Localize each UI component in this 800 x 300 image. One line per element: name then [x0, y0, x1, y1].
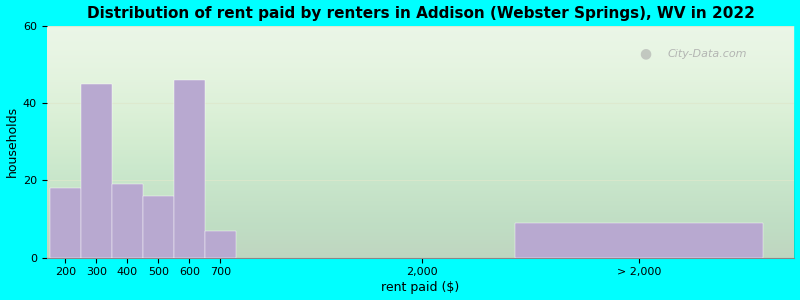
Text: ●: ● [639, 47, 651, 61]
Bar [174, 80, 205, 258]
Bar [50, 188, 81, 258]
X-axis label: rent paid ($): rent paid ($) [382, 281, 460, 294]
Text: City-Data.com: City-Data.com [667, 49, 747, 59]
Y-axis label: households: households [6, 106, 18, 177]
Bar [81, 84, 112, 258]
Title: Distribution of rent paid by renters in Addison (Webster Springs), WV in 2022: Distribution of rent paid by renters in … [86, 6, 754, 21]
Bar [112, 184, 142, 258]
Bar [205, 230, 236, 258]
Bar [515, 223, 763, 258]
Bar [142, 196, 174, 258]
